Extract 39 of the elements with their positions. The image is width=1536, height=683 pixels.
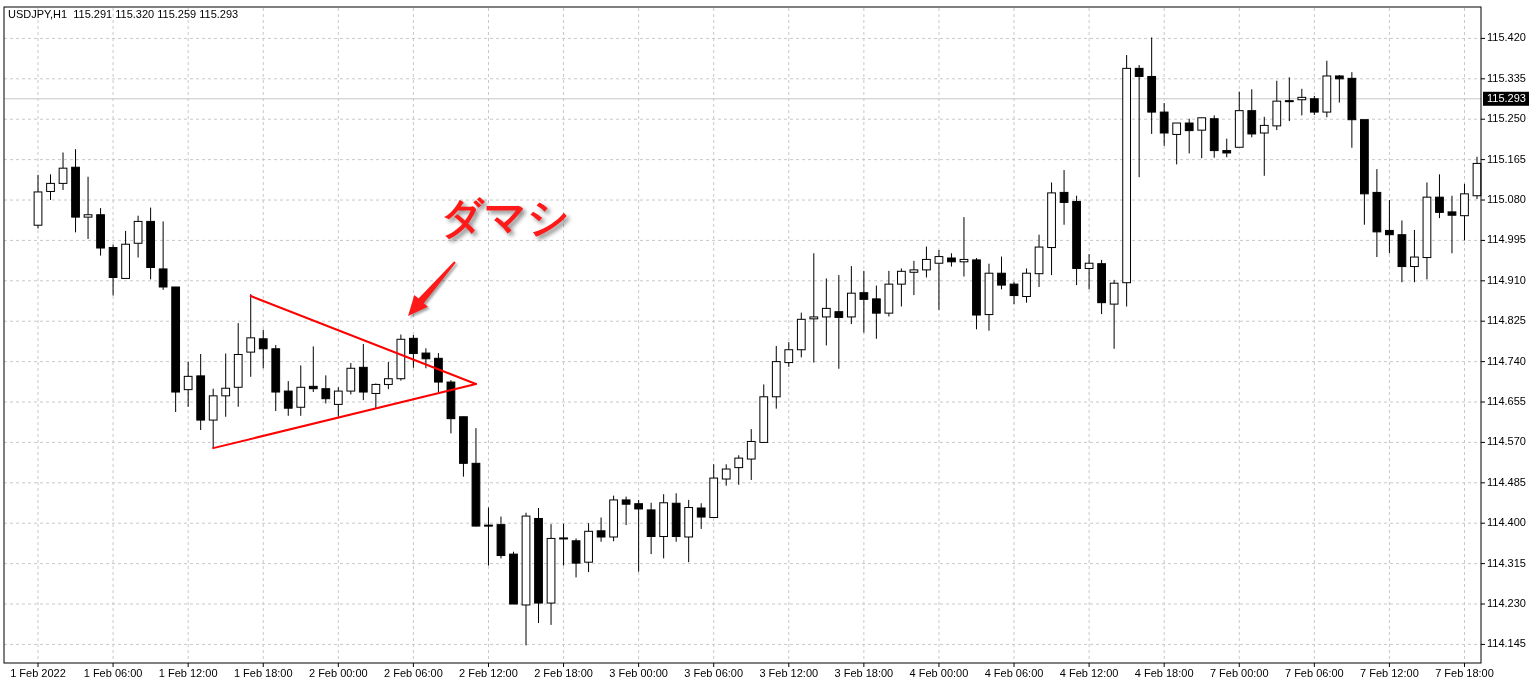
x-tick-label: 7 Feb 00:00	[1209, 667, 1269, 679]
y-tick-label: 114.400	[1487, 516, 1526, 529]
y-tick-label: 115.165	[1487, 152, 1526, 165]
x-tick-label: 3 Feb 00:00	[609, 667, 668, 679]
y-tick-label: 114.145	[1487, 637, 1526, 650]
y-tick-label: 114.485	[1487, 475, 1526, 488]
y-tick-label: 114.230	[1487, 596, 1526, 609]
y-tick-label: 114.825	[1487, 314, 1526, 327]
x-tick-label: 7 Feb 12:00	[1360, 667, 1419, 679]
x-tick-label: 2 Feb 12:00	[459, 667, 518, 679]
annotation: ダマシ	[440, 194, 570, 241]
y-tick-label: 115.250	[1487, 112, 1526, 125]
x-tick-label: 1 Feb 12:00	[158, 667, 218, 679]
x-tick-label: 7 Feb 06:00	[1284, 667, 1344, 679]
x-tick-label: 4 Feb 00:00	[909, 667, 969, 679]
x-tick-label: 2 Feb 00:00	[308, 667, 368, 679]
y-tick-label: 114.570	[1487, 435, 1526, 448]
x-tick-label: 3 Feb 18:00	[834, 667, 894, 679]
y-tick-label: 114.910	[1487, 273, 1526, 286]
x-tick-label: 1 Feb 06:00	[83, 667, 143, 679]
y-tick-label: 115.420	[1487, 31, 1526, 44]
x-tick-label: 4 Feb 18:00	[1134, 667, 1194, 679]
x-tick-label: 7 Feb 18:00	[1435, 667, 1494, 679]
x-tick-label: 4 Feb 12:00	[1059, 667, 1119, 679]
y-tick-label: 114.655	[1487, 394, 1526, 407]
x-tick-label: 1 Feb 2022	[10, 667, 66, 679]
x-tick-label: 3 Feb 06:00	[684, 667, 744, 679]
y-tick-label: 115.335	[1487, 71, 1526, 84]
x-tick-label: 2 Feb 18:00	[534, 667, 593, 679]
y-tick-label: 114.315	[1487, 556, 1526, 569]
ref-line-label: 115.293	[1487, 91, 1526, 104]
y-tick-label: 115.080	[1487, 192, 1526, 205]
x-tick-label: 3 Feb 12:00	[759, 667, 819, 679]
x-tick-label: 1 Feb 18:00	[233, 667, 293, 679]
y-tick-label: 114.740	[1487, 354, 1526, 367]
y-tick-label: 114.995	[1487, 233, 1526, 246]
x-tick-label: 4 Feb 06:00	[984, 667, 1044, 679]
x-tick-label: 2 Feb 06:00	[384, 667, 443, 679]
chart-title: USDJPY,H1 115.291 115.320 115.259 115.293	[8, 8, 239, 20]
